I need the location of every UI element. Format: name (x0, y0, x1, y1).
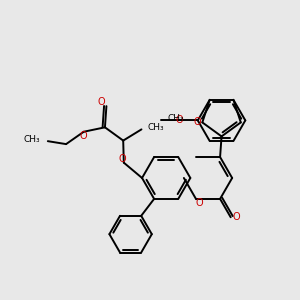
Text: O: O (118, 154, 126, 164)
Text: CH₃: CH₃ (148, 122, 165, 131)
Text: O: O (193, 117, 201, 128)
Text: O: O (176, 116, 183, 125)
Text: O: O (97, 97, 105, 107)
Text: O: O (232, 212, 240, 222)
Text: O: O (196, 198, 203, 208)
Text: CH₃: CH₃ (168, 114, 184, 123)
Text: O: O (79, 131, 87, 142)
Text: CH₃: CH₃ (24, 136, 40, 145)
